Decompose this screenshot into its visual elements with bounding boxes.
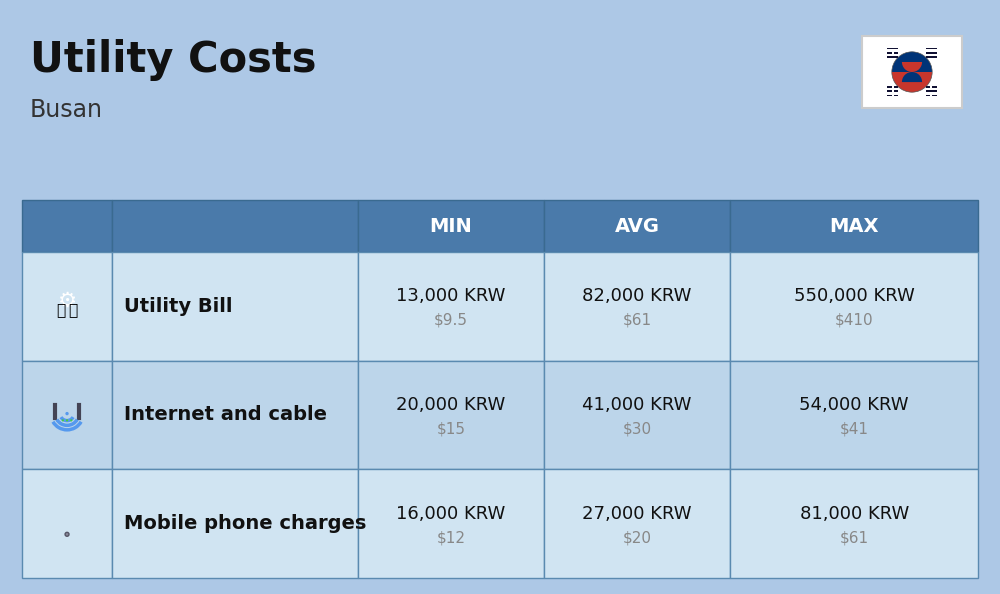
Text: $410: $410 xyxy=(835,313,873,328)
Bar xyxy=(730,200,978,252)
Wedge shape xyxy=(892,52,932,72)
Bar xyxy=(926,90,937,92)
Text: Utility Costs: Utility Costs xyxy=(30,39,316,81)
Text: 🔌: 🔌 xyxy=(56,302,66,318)
Bar xyxy=(932,86,937,88)
Text: 13,000 KRW: 13,000 KRW xyxy=(396,287,506,305)
Bar xyxy=(112,469,358,578)
Bar xyxy=(112,361,358,469)
Circle shape xyxy=(62,419,64,421)
Bar xyxy=(926,86,930,88)
Bar xyxy=(887,86,892,88)
Text: AVG: AVG xyxy=(615,216,660,235)
Text: $15: $15 xyxy=(436,422,465,437)
Text: Mobile phone charges: Mobile phone charges xyxy=(124,514,366,533)
FancyBboxPatch shape xyxy=(52,418,82,424)
Circle shape xyxy=(65,412,69,415)
Bar xyxy=(730,361,978,469)
Bar xyxy=(22,252,112,361)
Bar xyxy=(862,36,962,108)
Text: 82,000 KRW: 82,000 KRW xyxy=(582,287,692,305)
Text: 81,000 KRW: 81,000 KRW xyxy=(800,505,909,523)
Bar xyxy=(730,469,978,578)
FancyBboxPatch shape xyxy=(64,520,67,524)
Text: 27,000 KRW: 27,000 KRW xyxy=(582,505,692,523)
Wedge shape xyxy=(902,72,922,82)
FancyBboxPatch shape xyxy=(63,296,71,305)
Bar xyxy=(22,361,112,469)
Text: MAX: MAX xyxy=(829,216,879,235)
FancyBboxPatch shape xyxy=(71,520,74,524)
Text: 20,000 KRW: 20,000 KRW xyxy=(396,396,505,414)
Bar xyxy=(926,56,937,58)
Wedge shape xyxy=(902,82,922,92)
Text: Busan: Busan xyxy=(30,98,103,122)
Text: Internet and cable: Internet and cable xyxy=(124,406,327,425)
Bar xyxy=(358,469,544,578)
Bar xyxy=(544,252,730,361)
Text: $12: $12 xyxy=(436,530,465,545)
Bar xyxy=(22,200,112,252)
Text: $61: $61 xyxy=(840,530,869,545)
FancyBboxPatch shape xyxy=(67,526,70,529)
Bar xyxy=(894,90,898,92)
Bar xyxy=(730,252,978,361)
Bar xyxy=(60,515,74,534)
Text: Utility Bill: Utility Bill xyxy=(124,297,233,316)
Bar xyxy=(358,361,544,469)
Bar xyxy=(932,94,937,96)
FancyBboxPatch shape xyxy=(60,520,63,524)
Bar xyxy=(544,469,730,578)
Bar xyxy=(887,52,892,53)
Bar xyxy=(358,200,544,252)
Bar xyxy=(894,86,898,88)
Wedge shape xyxy=(902,62,922,72)
Bar xyxy=(894,52,898,53)
FancyBboxPatch shape xyxy=(60,526,63,529)
Text: 550,000 KRW: 550,000 KRW xyxy=(794,287,915,305)
FancyBboxPatch shape xyxy=(69,306,77,314)
Bar xyxy=(544,200,730,252)
Bar xyxy=(887,48,898,49)
Bar xyxy=(544,361,730,469)
Text: $20: $20 xyxy=(623,530,652,545)
Wedge shape xyxy=(892,72,932,92)
FancyBboxPatch shape xyxy=(64,526,67,529)
FancyBboxPatch shape xyxy=(71,526,74,529)
Text: $61: $61 xyxy=(623,313,652,328)
Text: 🚿: 🚿 xyxy=(68,302,78,318)
Text: $41: $41 xyxy=(840,422,869,437)
Bar xyxy=(926,48,937,49)
Bar xyxy=(926,94,930,96)
Bar xyxy=(926,52,937,53)
FancyBboxPatch shape xyxy=(64,516,67,519)
Text: MIN: MIN xyxy=(429,216,472,235)
Bar xyxy=(112,252,358,361)
Text: ⚙: ⚙ xyxy=(57,291,77,311)
Bar xyxy=(112,200,358,252)
Circle shape xyxy=(66,419,68,421)
FancyBboxPatch shape xyxy=(71,516,74,519)
Text: 54,000 KRW: 54,000 KRW xyxy=(799,396,909,414)
FancyBboxPatch shape xyxy=(57,306,65,314)
Circle shape xyxy=(70,419,72,421)
Bar xyxy=(22,469,112,578)
Bar xyxy=(887,90,892,92)
Text: $9.5: $9.5 xyxy=(434,313,468,328)
Wedge shape xyxy=(902,52,922,62)
Text: 41,000 KRW: 41,000 KRW xyxy=(582,396,692,414)
FancyBboxPatch shape xyxy=(59,508,75,536)
Circle shape xyxy=(65,532,69,536)
Bar xyxy=(887,56,898,58)
FancyBboxPatch shape xyxy=(67,516,70,519)
Text: 16,000 KRW: 16,000 KRW xyxy=(396,505,505,523)
FancyBboxPatch shape xyxy=(60,516,63,519)
Bar xyxy=(358,252,544,361)
Text: $30: $30 xyxy=(623,422,652,437)
FancyBboxPatch shape xyxy=(67,520,70,524)
Bar xyxy=(894,94,898,96)
Bar xyxy=(887,94,892,96)
